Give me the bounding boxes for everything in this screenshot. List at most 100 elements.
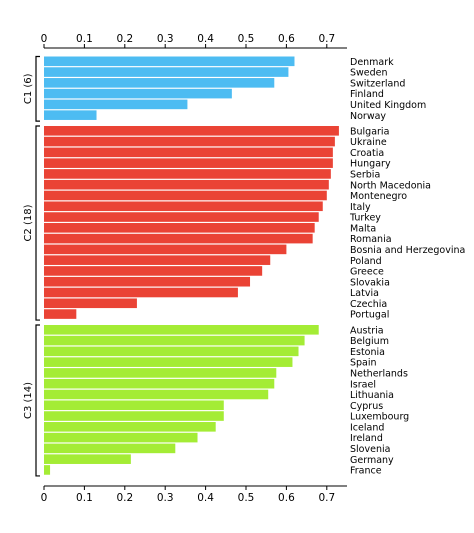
- category-label: Spain: [350, 358, 377, 369]
- bar: [44, 212, 319, 222]
- category-label: Belgium: [350, 336, 389, 347]
- category-label: Cyprus: [350, 401, 383, 412]
- bar-groups: C1 (6) DenmarkSwedenSwitzerlandFinlandUni…: [23, 55, 465, 477]
- bar: [44, 357, 293, 367]
- bar: [44, 233, 313, 244]
- bar: [44, 56, 295, 67]
- category-label: Poland: [350, 256, 382, 267]
- x-tick-label: 0.7: [318, 33, 335, 45]
- category-label: Finland: [350, 89, 384, 100]
- bar: [44, 78, 275, 88]
- bar: [44, 255, 271, 265]
- x-tick-label: 0: [41, 33, 48, 45]
- x-tick-label: 0.4: [197, 492, 214, 504]
- bar: [44, 147, 333, 158]
- category-label: Greece: [350, 267, 384, 278]
- bar: [44, 67, 289, 77]
- group-label: C3 (14): [23, 382, 34, 419]
- bar: [44, 465, 51, 475]
- cluster-group: C3 (14) AustriaBelgiumEstoniaSpainNetherl…: [23, 324, 409, 477]
- bar: [44, 179, 329, 190]
- bar: [44, 158, 333, 168]
- bar: [44, 298, 137, 309]
- category-label: North Macedonia: [350, 180, 431, 191]
- cluster-group: C1 (6) DenmarkSwedenSwitzerlandFinlandUni…: [23, 55, 426, 122]
- category-label: Switzerland: [350, 78, 405, 89]
- bar: [44, 400, 224, 411]
- bar: [44, 126, 339, 136]
- category-label: Hungary: [350, 159, 391, 170]
- x-tick-label: 0.3: [157, 33, 174, 45]
- category-label: Iceland: [350, 422, 384, 433]
- bar: [44, 99, 188, 110]
- x-tick-label: 0.4: [197, 33, 214, 45]
- group-bracket: [35, 324, 40, 477]
- category-label: Netherlands: [350, 369, 408, 380]
- bar: [44, 287, 238, 298]
- x-tick-label: 0.5: [238, 33, 255, 45]
- bar: [44, 169, 331, 179]
- category-label: Israel: [350, 379, 376, 390]
- bar: [44, 88, 232, 99]
- bar: [44, 190, 327, 201]
- x-axis-top: 0 0.1 0.2 0.3 0.4 0.5 0.6 0.7: [41, 33, 347, 49]
- category-label: France: [350, 466, 382, 477]
- category-label: Italy: [350, 202, 371, 213]
- category-label: Luxembourg: [350, 412, 409, 423]
- category-label: Serbia: [350, 170, 380, 181]
- category-label: Lithuania: [350, 390, 394, 401]
- x-tick-label: 0.3: [157, 492, 174, 504]
- category-label: Bulgaria: [350, 126, 389, 137]
- x-tick-label: 0.5: [238, 492, 255, 504]
- bar: [44, 223, 315, 233]
- bar: [44, 368, 277, 378]
- category-label: Denmark: [350, 57, 394, 68]
- category-label: Croatia: [350, 148, 384, 159]
- x-tick-label: 0.2: [116, 33, 133, 45]
- category-label: Montenegro: [350, 191, 407, 202]
- category-label: Estonia: [350, 347, 385, 358]
- bar: [44, 389, 269, 400]
- bar: [44, 422, 216, 432]
- bar: [44, 244, 287, 255]
- category-label: United Kingdom: [350, 100, 426, 111]
- category-label: Slovenia: [350, 444, 390, 455]
- category-label: Ireland: [350, 433, 383, 444]
- category-label: Malta: [350, 223, 376, 234]
- x-axis-bottom: 0 0.1 0.2 0.3 0.4 0.5 0.6 0.7: [41, 485, 347, 504]
- category-label: Turkey: [349, 213, 381, 224]
- bar: [44, 201, 323, 212]
- bar: [44, 276, 251, 287]
- group-label: C1 (6): [23, 73, 34, 104]
- group-bracket: [35, 125, 40, 321]
- category-label: Ukraine: [350, 137, 387, 148]
- x-tick-label: 0.7: [318, 492, 335, 504]
- category-label: Sweden: [350, 68, 388, 79]
- category-label: Czechia: [350, 299, 387, 310]
- bar: [44, 335, 305, 346]
- category-label: Germany: [350, 455, 394, 466]
- bar: [44, 325, 319, 335]
- group-bracket: [35, 55, 40, 122]
- x-tick-label: 0.1: [76, 33, 93, 45]
- bar: [44, 454, 131, 464]
- bar: [44, 346, 299, 357]
- bar: [44, 411, 224, 421]
- category-label: Bosnia and Herzegovina: [350, 245, 465, 256]
- category-label: Portugal: [350, 310, 389, 321]
- bar: [44, 309, 77, 319]
- bar: [44, 266, 263, 276]
- x-tick-label: 0.6: [278, 33, 295, 45]
- cluster-group: C2 (18) BulgariaUkraineCroatiaHungarySerb…: [23, 125, 465, 321]
- bar: [44, 136, 335, 147]
- x-tick-label: 0.2: [116, 492, 133, 504]
- group-label: C2 (18): [23, 204, 34, 241]
- category-label: Slovakia: [350, 277, 390, 288]
- category-label: Austria: [350, 325, 384, 336]
- x-tick-label: 0: [41, 492, 48, 504]
- category-label: Norway: [350, 111, 386, 122]
- bar: [44, 378, 275, 389]
- category-label: Latvia: [350, 288, 379, 299]
- bar: [44, 443, 176, 454]
- x-tick-label: 0.6: [278, 492, 295, 504]
